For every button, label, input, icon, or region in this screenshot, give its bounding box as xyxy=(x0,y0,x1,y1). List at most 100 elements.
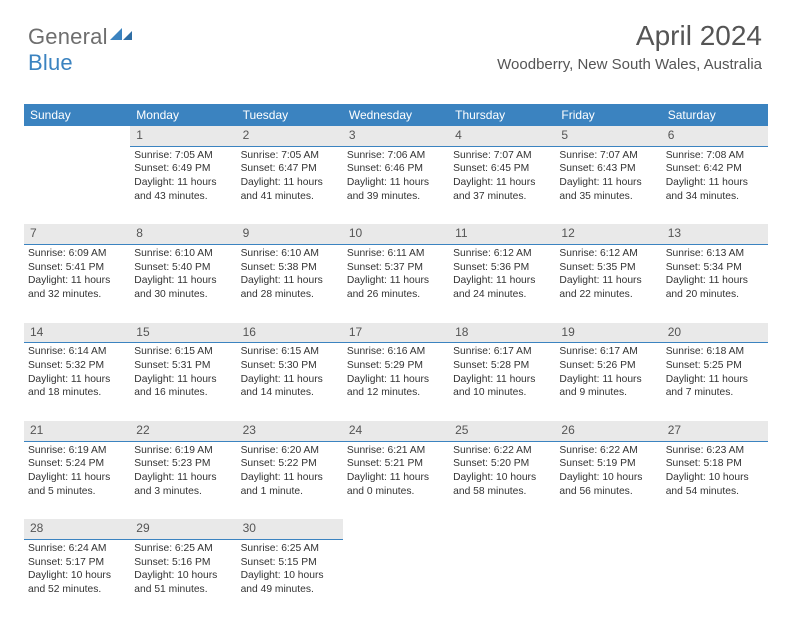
sunrise-text: Sunrise: 7:08 AM xyxy=(666,149,764,163)
day-number-cell xyxy=(343,519,449,539)
day-number-cell: 9 xyxy=(237,224,343,244)
sunset-text: Sunset: 5:29 PM xyxy=(347,359,445,373)
daylight-text: Daylight: 11 hours and 14 minutes. xyxy=(241,373,339,400)
sunset-text: Sunset: 5:28 PM xyxy=(453,359,551,373)
sunset-text: Sunset: 6:47 PM xyxy=(241,162,339,176)
daylight-text: Daylight: 11 hours and 24 minutes. xyxy=(453,274,551,301)
day-number-cell: 23 xyxy=(237,421,343,441)
daylight-text: Daylight: 11 hours and 0 minutes. xyxy=(347,471,445,498)
logo-text: General Blue xyxy=(28,24,132,76)
day-body-cell: Sunrise: 6:19 AMSunset: 5:23 PMDaylight:… xyxy=(130,441,236,519)
day-number-cell: 2 xyxy=(237,126,343,146)
daylight-text: Daylight: 11 hours and 30 minutes. xyxy=(134,274,232,301)
sunset-text: Sunset: 6:43 PM xyxy=(559,162,657,176)
sunset-text: Sunset: 5:38 PM xyxy=(241,261,339,275)
day-number-cell xyxy=(662,519,768,539)
day-body-cell: Sunrise: 6:22 AMSunset: 5:20 PMDaylight:… xyxy=(449,441,555,519)
daylight-text: Daylight: 11 hours and 20 minutes. xyxy=(666,274,764,301)
day-number-cell: 21 xyxy=(24,421,130,441)
day-number-row: 14151617181920 xyxy=(24,323,768,343)
day-header: Monday xyxy=(130,104,236,126)
logo-icon xyxy=(110,24,132,49)
sunset-text: Sunset: 6:45 PM xyxy=(453,162,551,176)
sunrise-text: Sunrise: 6:15 AM xyxy=(134,345,232,359)
day-number-cell: 29 xyxy=(130,519,236,539)
calendar-table: Sunday Monday Tuesday Wednesday Thursday… xyxy=(24,104,768,618)
logo: General Blue xyxy=(28,24,132,76)
day-number-cell: 28 xyxy=(24,519,130,539)
day-header: Sunday xyxy=(24,104,130,126)
daylight-text: Daylight: 11 hours and 7 minutes. xyxy=(666,373,764,400)
day-body-cell: Sunrise: 7:07 AMSunset: 6:43 PMDaylight:… xyxy=(555,146,661,224)
day-number-cell: 6 xyxy=(662,126,768,146)
day-body-cell xyxy=(449,540,555,618)
daylight-text: Daylight: 11 hours and 22 minutes. xyxy=(559,274,657,301)
day-number-cell: 26 xyxy=(555,421,661,441)
day-body-cell: Sunrise: 6:13 AMSunset: 5:34 PMDaylight:… xyxy=(662,245,768,323)
sunrise-text: Sunrise: 6:17 AM xyxy=(559,345,657,359)
day-header: Thursday xyxy=(449,104,555,126)
day-number-cell: 20 xyxy=(662,323,768,343)
day-body-cell xyxy=(555,540,661,618)
day-body-row: Sunrise: 6:19 AM Sunset: 5:24 PM Daylight:… xyxy=(24,441,768,519)
sunrise-text: Sunrise: 6:09 AM xyxy=(28,247,126,261)
sunset-text: Sunset: 5:15 PM xyxy=(241,556,339,570)
daylight-text: Daylight: 11 hours and 41 minutes. xyxy=(241,176,339,203)
logo-text-a: General xyxy=(28,24,108,49)
sunset-text: Sunset: 5:17 PM xyxy=(28,556,126,570)
sunrise-text: Sunrise: 6:18 AM xyxy=(666,345,764,359)
sunrise-text: Sunrise: 7:06 AM xyxy=(347,149,445,163)
daylight-text: Daylight: 11 hours and 9 minutes. xyxy=(559,373,657,400)
day-number-cell: 24 xyxy=(343,421,449,441)
daylight-text: Daylight: 11 hours and 39 minutes. xyxy=(347,176,445,203)
day-body-cell: Sunrise: 6:23 AMSunset: 5:18 PMDaylight:… xyxy=(662,441,768,519)
sunrise-text: Sunrise: 6:17 AM xyxy=(453,345,551,359)
sunrise-text: Sunrise: 6:25 AM xyxy=(134,542,232,556)
day-body-cell: Sunrise: 6:10 AMSunset: 5:40 PMDaylight:… xyxy=(130,245,236,323)
daylight-text: Daylight: 11 hours and 28 minutes. xyxy=(241,274,339,301)
day-body-cell: Sunrise: 6:25 AMSunset: 5:16 PMDaylight:… xyxy=(130,540,236,618)
sunrise-text: Sunrise: 6:24 AM xyxy=(28,542,126,556)
daylight-text: Daylight: 11 hours and 37 minutes. xyxy=(453,176,551,203)
day-number-cell: 7 xyxy=(24,224,130,244)
daylight-text: Daylight: 10 hours and 52 minutes. xyxy=(28,569,126,596)
sunset-text: Sunset: 5:21 PM xyxy=(347,457,445,471)
day-number-cell: 25 xyxy=(449,421,555,441)
sunrise-text: Sunrise: 6:10 AM xyxy=(134,247,232,261)
daylight-text: Daylight: 10 hours and 51 minutes. xyxy=(134,569,232,596)
day-header: Saturday xyxy=(662,104,768,126)
daylight-text: Daylight: 10 hours and 58 minutes. xyxy=(453,471,551,498)
sunrise-text: Sunrise: 6:10 AM xyxy=(241,247,339,261)
day-number-cell xyxy=(24,126,130,146)
sunrise-text: Sunrise: 7:05 AM xyxy=(134,149,232,163)
day-body-cell: Sunrise: 6:16 AMSunset: 5:29 PMDaylight:… xyxy=(343,343,449,421)
day-body-cell: Sunrise: 7:07 AMSunset: 6:45 PMDaylight:… xyxy=(449,146,555,224)
day-body-cell: Sunrise: 6:17 AMSunset: 5:28 PMDaylight:… xyxy=(449,343,555,421)
day-number-row: 123456 xyxy=(24,126,768,146)
day-body-cell xyxy=(343,540,449,618)
daylight-text: Daylight: 10 hours and 49 minutes. xyxy=(241,569,339,596)
sunrise-text: Sunrise: 6:14 AM xyxy=(28,345,126,359)
sunrise-text: Sunrise: 6:25 AM xyxy=(241,542,339,556)
day-number-cell: 1 xyxy=(130,126,236,146)
sunrise-text: Sunrise: 6:20 AM xyxy=(241,444,339,458)
sunset-text: Sunset: 5:18 PM xyxy=(666,457,764,471)
day-header: Tuesday xyxy=(237,104,343,126)
sunset-text: Sunset: 5:25 PM xyxy=(666,359,764,373)
day-number-cell: 3 xyxy=(343,126,449,146)
day-body-cell: Sunrise: 6:09 AMSunset: 5:41 PMDaylight:… xyxy=(24,245,130,323)
page-header: April 2024 Woodberry, New South Wales, A… xyxy=(497,20,762,73)
day-body-cell: Sunrise: 6:20 AMSunset: 5:22 PMDaylight:… xyxy=(237,441,343,519)
sunset-text: Sunset: 5:30 PM xyxy=(241,359,339,373)
day-body-row: Sunrise: 6:09 AMSunset: 5:41 PMDaylight:… xyxy=(24,245,768,323)
day-body-cell: Sunrise: 6:25 AMSunset: 5:15 PMDaylight:… xyxy=(237,540,343,618)
sunrise-text: Sunrise: 6:13 AM xyxy=(666,247,764,261)
daylight-text: Daylight: 10 hours and 56 minutes. xyxy=(559,471,657,498)
daylight-text: Daylight: 11 hours and 32 minutes. xyxy=(28,274,126,301)
sunrise-text: Sunrise: 7:07 AM xyxy=(453,149,551,163)
sunset-text: Sunset: 5:37 PM xyxy=(347,261,445,275)
sunset-text: Sunset: 5:24 PM xyxy=(28,457,126,471)
day-number-cell: 30 xyxy=(237,519,343,539)
day-body-cell: Sunrise: 6:15 AMSunset: 5:30 PMDaylight:… xyxy=(237,343,343,421)
sunrise-text: Sunrise: 6:19 AM xyxy=(134,444,232,458)
